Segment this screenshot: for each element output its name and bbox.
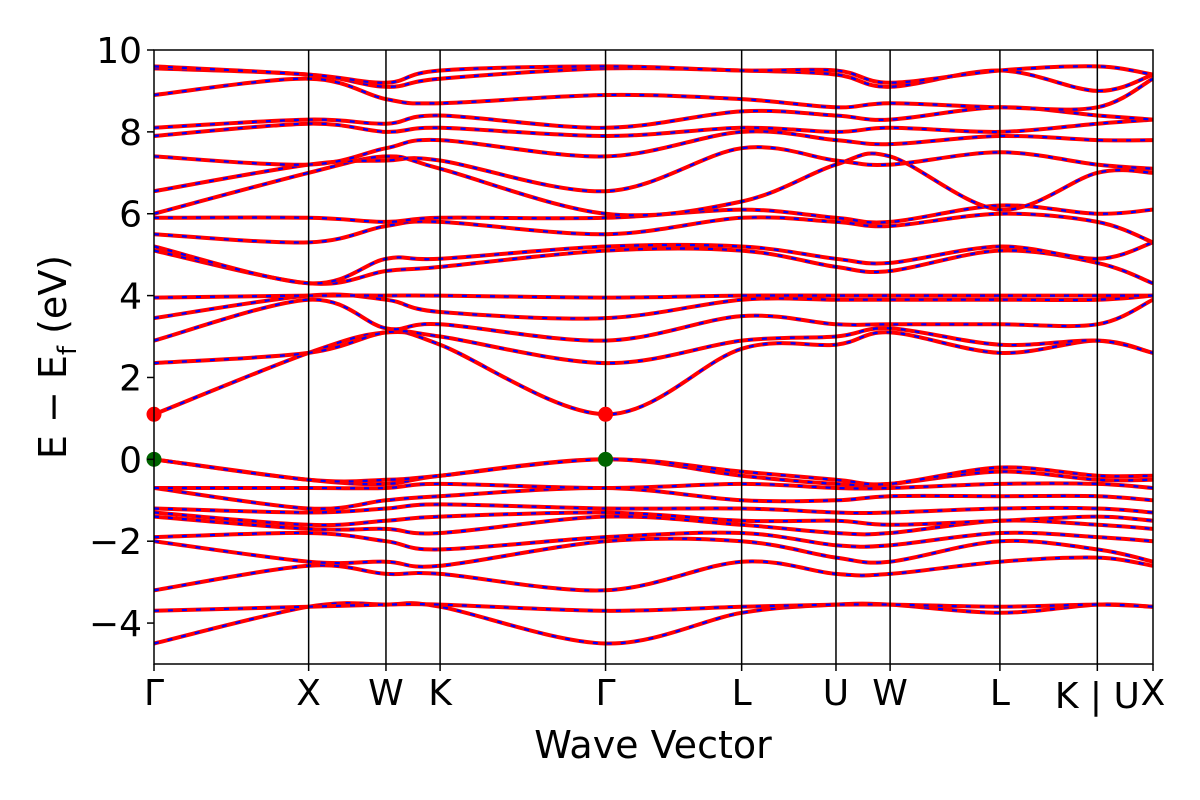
y-tick-label-3: 2: [119, 358, 142, 399]
y-tick-label-6: 8: [119, 113, 142, 154]
x-tick-label-7: W: [872, 673, 908, 714]
band-dash-26: [154, 77, 1153, 111]
band-line-22: [154, 145, 1153, 194]
x-tick-label-4: Γ: [596, 673, 616, 714]
band-line-18: [154, 240, 1153, 286]
band-dash-16: [154, 294, 1153, 299]
x-tick-label-8: L: [990, 673, 1010, 714]
x-tick-label-2: W: [368, 673, 404, 714]
marker-vbm-1: [598, 451, 614, 467]
x-tick-label-6: U: [823, 673, 849, 714]
band-dash-4: [154, 531, 1153, 551]
band-dash-8: [154, 486, 1153, 510]
marker-cbm-3: [598, 406, 614, 422]
band-lines: [154, 64, 1153, 646]
band-dash-17: [154, 247, 1153, 285]
high-symmetry-lines: [307, 50, 1099, 664]
y-tick-label-1: −2: [89, 522, 142, 563]
y-tick-label-2: 0: [119, 440, 142, 481]
band-dash-20: [154, 204, 1153, 224]
band-dash-14: [154, 298, 1153, 342]
x-axis-label: Wave Vector: [534, 723, 772, 767]
band-dash-28: [154, 65, 1153, 84]
y-tick-label-5: 6: [119, 195, 142, 236]
band-line-0: [154, 601, 1153, 646]
band-line-12: [154, 329, 1153, 417]
band-dash-11: [154, 458, 1153, 486]
x-tick-label-9: K | U: [1055, 676, 1140, 717]
band-dash-7: [154, 503, 1153, 515]
band-dash-15: [154, 293, 1153, 320]
plot-frame: [153, 49, 1154, 665]
band-dash-24: [154, 118, 1153, 138]
band-dash-1: [154, 602, 1153, 612]
y-axis-label: E − Ef (eV): [31, 255, 83, 459]
band-dash-6: [154, 511, 1153, 527]
y-tick-label-7: 10: [96, 31, 142, 72]
x-tick-label-10: X: [1141, 673, 1166, 714]
y-tick-label-4: 4: [119, 277, 142, 318]
band-dash-3: [154, 537, 1153, 568]
x-tick-label-1: X: [296, 673, 321, 714]
band-line-16: [154, 293, 1153, 300]
band-dash-19: [154, 212, 1153, 244]
x-tick-label-3: K: [428, 673, 453, 714]
band-dash-10: [154, 458, 1153, 487]
band-dash-9: [154, 482, 1153, 490]
x-tick-label-0: Γ: [144, 673, 164, 714]
y-tick-label-0: −4: [89, 604, 142, 645]
band-dash-13: [154, 327, 1153, 365]
band-dash-23: [154, 130, 1153, 166]
x-tick-label-5: L: [732, 673, 752, 714]
band-line-2: [154, 555, 1153, 593]
y-axis-ticks: −4 −2 0 2 4 6 8 10: [89, 31, 154, 645]
